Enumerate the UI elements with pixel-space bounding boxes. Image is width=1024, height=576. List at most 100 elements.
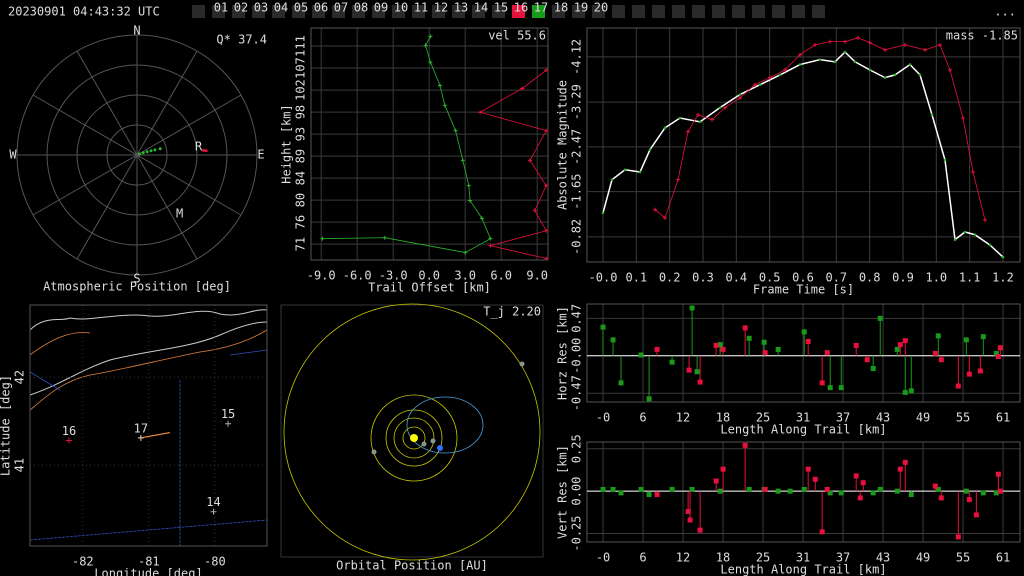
x-axis-label: Trail Offset [km] [368,281,491,295]
station-box[interactable] [692,5,705,18]
station-box[interactable] [372,5,385,18]
station-box[interactable] [412,5,425,18]
marker [623,168,627,172]
station-label: 10 [394,1,408,15]
x-tick-label: 12 [676,411,690,425]
marker [678,116,682,120]
station-box[interactable] [212,5,225,18]
y-tick-label: -0.82 [570,219,584,255]
marker [983,218,987,222]
station-box[interactable] [312,5,325,18]
polar-grid [16,34,258,276]
stem-marker [686,367,692,373]
x-tick-label: 43 [876,551,890,565]
marker [868,68,872,72]
x-tick-label: 31 [796,551,810,565]
stem-marker [857,495,863,501]
station-box[interactable] [592,5,605,18]
stem-marker [932,350,938,356]
station-label: 11 [414,1,428,15]
marker [601,211,605,215]
stem-marker [717,342,723,348]
station-box[interactable] [232,5,245,18]
trail-point [145,150,149,154]
x-tick-label: 31 [796,411,810,425]
x-tick-label: 6 [639,551,646,565]
station-box[interactable] [632,5,645,18]
station-box[interactable] [812,5,825,18]
stem-marker [824,486,830,492]
stem-marker [600,324,606,330]
station-box[interactable] [552,5,565,18]
station-label: 19 [574,1,588,15]
marker [698,120,702,124]
station-box[interactable] [472,5,485,18]
stem-marker [762,486,768,492]
x-tick-label: -0 [596,411,610,425]
station-box[interactable] [532,5,545,18]
marker [813,42,817,47]
station-box[interactable] [432,5,445,18]
station-box[interactable] [612,5,625,18]
stem-marker [761,339,767,345]
station-box[interactable] [652,5,665,18]
station-box[interactable] [712,5,725,18]
station-box[interactable] [492,5,505,18]
station-marker: R [195,140,203,154]
y-tick-label: 89 [294,149,308,163]
stem-marker [713,342,719,348]
trail-point [153,148,157,152]
station-box[interactable] [512,5,525,18]
station-label: 15 [494,1,508,15]
marker [908,63,912,66]
y-tick-label: 0.25 [570,434,584,463]
stem-marker [654,492,660,498]
stem-marker [838,490,844,496]
station-box[interactable] [772,5,785,18]
stem-marker [720,346,726,352]
station-box[interactable] [672,5,685,18]
station-box[interactable] [792,5,805,18]
y-tick-label: 0.00 [570,477,584,506]
station-label: 16 [514,1,528,15]
marker [648,148,652,151]
station-marker: M [176,207,183,221]
station-box[interactable] [252,5,265,18]
stem-marker [801,329,807,335]
x-tick-label: 1.1 [959,271,981,285]
x-tick-label: 0.5 [759,271,781,285]
station-box[interactable] [292,5,305,18]
stem-marker [966,497,972,503]
station-box[interactable] [392,5,405,18]
station-label: 01 [214,1,228,15]
station [65,437,72,444]
stem-marker [902,389,908,395]
station-label: 06 [314,1,328,15]
annotation: Q* 37.4 [216,33,267,47]
marker [463,250,468,255]
y-tick-label: -0.25 [570,515,584,551]
marker [923,47,927,52]
marker [488,236,493,241]
marker [738,95,742,100]
x-tick-label: 18 [716,411,730,425]
station-box[interactable] [352,5,365,18]
stem-marker [864,357,870,363]
menu[interactable]: ... [994,5,1016,19]
marker [544,68,549,73]
station-box[interactable] [192,5,205,18]
timestamp: 20230901 04:43:32 UTC [8,5,160,19]
stem-marker [980,334,986,340]
annotation: T_j 2.20 [483,305,541,319]
marker [428,60,433,65]
station-box[interactable] [752,5,765,18]
station-box[interactable] [732,5,745,18]
stem-marker [720,466,726,472]
station-box[interactable] [452,5,465,18]
station-box[interactable] [272,5,285,18]
station-box[interactable] [332,5,345,18]
station-box[interactable] [572,5,585,18]
stem-marker [997,488,1003,494]
y-axis-label: Absolute Magnitude [556,80,570,210]
stem-marker [894,488,900,494]
